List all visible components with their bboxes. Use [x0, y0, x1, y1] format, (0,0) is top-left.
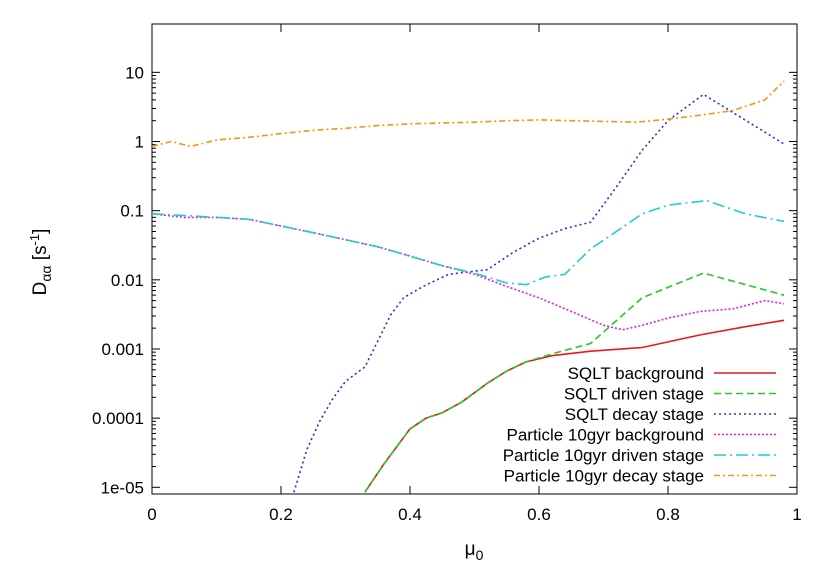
y-tick-label: 0.001 [101, 340, 144, 359]
series-line-4 [151, 213, 785, 331]
axis-ticks: 0 0.2 0.4 0.6 0.8 1 1e-05 0.0001 0.001 0.01 0.1 1 10 [92, 24, 802, 524]
series-line-2 [364, 272, 785, 493]
y-tick-label: 0.0001 [92, 409, 144, 428]
series-line-3 [293, 93, 785, 493]
x-tick-label: 0.8 [656, 505, 680, 524]
x-tick-label: 0.6 [527, 505, 551, 524]
legend-label: SQLT background [568, 364, 704, 383]
series-line-6 [151, 80, 785, 148]
series-line-5 [151, 199, 785, 286]
y-tick-label: 10 [125, 63, 144, 82]
legend-label: SQLT decay stage [565, 405, 704, 424]
legend-label: SQLT driven stage [564, 385, 704, 404]
y-tick-label: 0.01 [111, 271, 144, 290]
legend-label: Particle 10gyr background [506, 426, 704, 445]
series-lines [151, 80, 785, 493]
x-tick-label: 0.2 [269, 505, 293, 524]
y-tick-label: 1e-05 [101, 478, 144, 497]
y-tick-label: 0.1 [120, 202, 144, 221]
y-tick-label: 1 [135, 133, 144, 152]
legend-label: Particle 10gyr decay stage [504, 467, 704, 486]
x-axis-label: μ0 [465, 539, 484, 563]
x-tick-label: 1 [792, 505, 801, 524]
y-axis-label: Dαα [s-1] [27, 229, 54, 296]
legend-label: Particle 10gyr driven stage [503, 446, 704, 465]
x-tick-label: 0.4 [398, 505, 422, 524]
x-tick-label: 0 [147, 505, 156, 524]
